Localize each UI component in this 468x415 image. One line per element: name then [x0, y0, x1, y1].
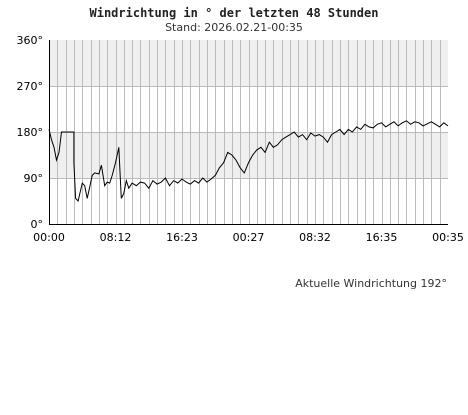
- band-270-360: [49, 40, 448, 86]
- y-tick-label: 360°: [17, 34, 44, 47]
- current-wind-direction: Aktuelle Windrichtung 192°: [295, 277, 447, 290]
- y-tick-label: 90°: [24, 172, 44, 185]
- chart-bands: [49, 40, 448, 178]
- x-tick-label: 16:35: [366, 231, 398, 244]
- series-layer: [48, 120, 449, 203]
- x-tick-label: 00:27: [233, 231, 265, 244]
- y-tick-label: 180°: [17, 126, 44, 139]
- x-tick-label: 00:00: [33, 231, 65, 244]
- band-90-180: [49, 132, 448, 178]
- chart-title: Windrichtung in ° der letzten 48 Stunden: [89, 6, 379, 20]
- x-axis-labels: 00:00 08:12 16:23 00:27 08:32 16:35 00:35: [33, 231, 464, 244]
- x-tick-label: 00:35: [432, 231, 464, 244]
- y-axis-labels: 360° 270° 180° 90° 0°: [17, 34, 44, 231]
- horizontal-gridlines: [49, 86, 448, 179]
- x-tick-label: 08:12: [100, 231, 132, 244]
- x-tick-label: 08:32: [299, 231, 331, 244]
- y-tick-label: 270°: [17, 80, 44, 93]
- x-tick-label: 16:23: [166, 231, 198, 244]
- chart-subtitle: Stand: 2026.02.21-00:35: [165, 21, 303, 34]
- y-tick-label: 0°: [31, 218, 44, 231]
- series-line: [48, 120, 449, 203]
